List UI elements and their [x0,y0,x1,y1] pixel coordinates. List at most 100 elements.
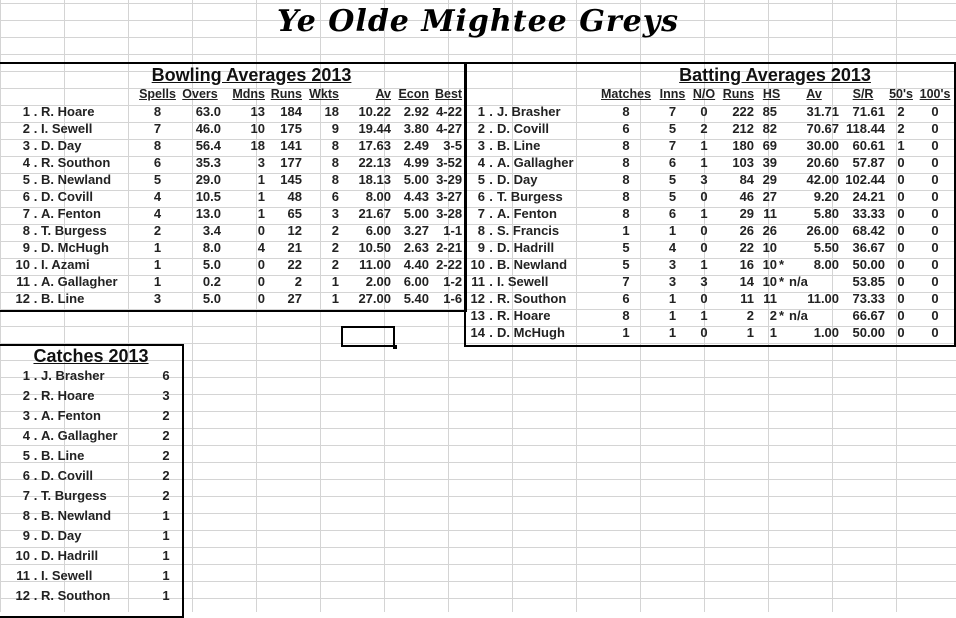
spacer[interactable] [466,64,596,86]
wickets[interactable]: 2 [331,223,339,238]
player-name[interactable]: A. Fenton [497,206,557,221]
average[interactable]: 1.00 [813,325,840,340]
maidens[interactable]: 13 [250,104,265,119]
not-outs[interactable]: 1 [700,257,708,272]
player-name[interactable]: I. Azami [41,257,90,272]
economy[interactable]: 2.63 [403,240,429,255]
player-name[interactable]: A. Gallagher [41,274,118,289]
wickets[interactable]: 8 [331,138,339,153]
player-name[interactable]: D. McHugh [41,240,109,255]
player-name[interactable]: R. Hoare [41,104,95,119]
wickets[interactable]: 6 [331,189,339,204]
overs[interactable]: 3.4 [202,223,221,238]
best[interactable]: 1-1 [443,223,463,238]
dot[interactable]: . [33,291,38,306]
innings[interactable]: 1 [668,223,677,238]
average[interactable]: 30.00 [806,138,840,153]
player-name[interactable]: T. Burgess [497,189,563,204]
rank[interactable]: 9 [477,240,485,255]
strike-rate[interactable]: 53.85 [852,274,886,289]
not-outs[interactable]: 0 [700,291,708,306]
strike-rate[interactable]: 36.67 [852,240,886,255]
fifties[interactable]: 0 [897,223,905,238]
maidens[interactable]: 1 [257,172,265,187]
maidens[interactable]: 1 [257,189,265,204]
player-name[interactable]: D. Hadrill [497,240,555,255]
spacer[interactable] [0,64,40,86]
column-header[interactable]: Runs [270,87,302,101]
column-header[interactable]: Av [375,87,391,101]
rank[interactable]: 3 [22,138,30,153]
average[interactable]: 5.50 [813,240,840,255]
hundreds[interactable]: 0 [931,138,939,153]
best[interactable]: 4-27 [436,121,463,136]
rank[interactable]: 7 [22,206,30,221]
runs[interactable]: 22 [739,240,755,255]
matches[interactable]: 6 [622,291,630,306]
wickets[interactable]: 2 [331,257,339,272]
innings[interactable]: 1 [668,325,677,340]
dot[interactable]: . [33,508,38,523]
rank[interactable]: 5 [477,172,485,187]
rank[interactable]: 8 [22,223,30,238]
best[interactable]: 3-5 [443,138,463,153]
catch-count[interactable]: 2 [162,448,170,463]
table-title[interactable]: Catches 2013 [33,346,149,366]
fifties[interactable]: 0 [897,274,905,289]
runs[interactable]: 222 [732,104,755,119]
catch-count[interactable]: 2 [162,468,170,483]
overs[interactable]: 56.4 [195,138,221,153]
catch-count[interactable]: 1 [162,508,170,523]
rank[interactable]: 3 [22,408,30,423]
maidens[interactable]: 1 [257,206,265,221]
not-outs[interactable]: 1 [700,155,708,170]
spacer[interactable] [0,86,137,103]
average[interactable]: 31.71 [806,104,840,119]
player-name[interactable]: A. Fenton [41,206,101,221]
innings[interactable]: 6 [668,155,677,170]
overs[interactable]: 46.0 [195,121,221,136]
best[interactable]: 1-2 [443,274,463,289]
fifties[interactable]: 0 [897,155,905,170]
high-score[interactable]: 10 [762,274,778,289]
column-header[interactable]: 50's [889,87,913,101]
average[interactable]: 70.67 [806,121,840,136]
average[interactable]: 27.00 [358,291,391,306]
average[interactable]: 21.67 [358,206,391,221]
spells[interactable]: 8 [153,104,162,119]
not-outs[interactable]: 2 [700,121,708,136]
catch-count[interactable]: 2 [162,408,170,423]
spells[interactable]: 3 [153,291,162,306]
spells[interactable]: 4 [153,189,162,204]
hundreds[interactable]: 0 [931,257,939,272]
average[interactable]: n/a [789,274,808,289]
overs[interactable]: 5.0 [202,291,221,306]
economy[interactable]: 6.00 [403,274,429,289]
best[interactable]: 2-22 [436,257,463,272]
innings[interactable]: 4 [668,240,677,255]
average[interactable]: 5.80 [813,206,840,221]
runs[interactable]: 212 [732,121,755,136]
maidens[interactable]: 0 [257,223,265,238]
wickets[interactable]: 8 [331,155,339,170]
matches[interactable]: 8 [622,206,630,221]
player-name[interactable]: B. Line [41,291,85,306]
not-out-marker[interactable]: * [779,257,785,272]
player-name[interactable]: S. Francis [497,223,560,238]
catch-count[interactable]: 1 [162,548,170,563]
column-header[interactable]: Runs [722,87,755,101]
high-score[interactable]: 1 [769,325,778,340]
dot[interactable]: . [33,528,38,543]
runs[interactable]: 27 [287,291,302,306]
catch-count[interactable]: 2 [162,428,170,443]
best[interactable]: 3-29 [436,172,463,187]
dot[interactable]: . [489,138,493,153]
rank[interactable]: 12 [15,291,30,306]
economy[interactable]: 3.80 [403,121,429,136]
player-name[interactable]: R. Southon [497,291,567,306]
dot[interactable]: . [33,488,38,503]
rank[interactable]: 11 [16,274,30,289]
player-name[interactable]: D. McHugh [497,325,565,340]
not-out-marker[interactable]: * [779,308,785,323]
hundreds[interactable]: 0 [931,155,939,170]
